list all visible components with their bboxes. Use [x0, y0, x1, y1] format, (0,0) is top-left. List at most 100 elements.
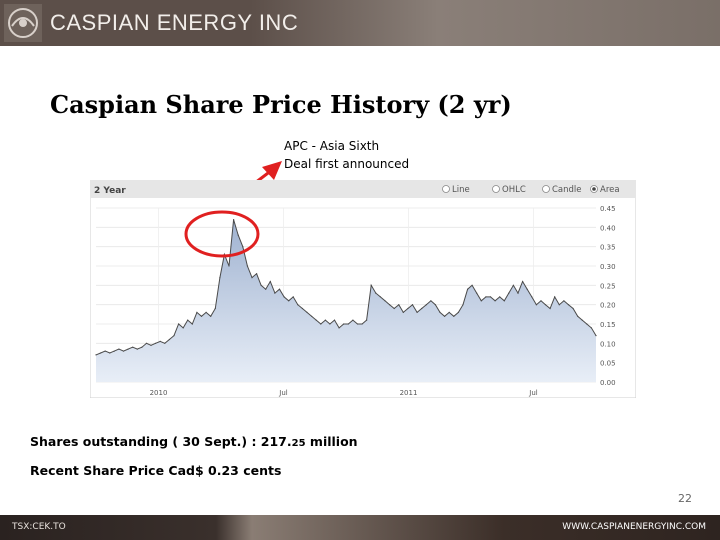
price-point	[113, 350, 115, 352]
slide-title: Caspian Share Price History (2 yr)	[50, 90, 512, 119]
x-tick-label: Jul	[278, 389, 288, 397]
price-line	[95, 219, 597, 356]
shares-outstanding-unit: million	[305, 434, 358, 449]
price-point	[265, 288, 267, 290]
footer-bar	[0, 515, 720, 540]
x-tick-label: Jul	[528, 389, 538, 397]
mode-radio-ohlc[interactable]	[492, 185, 500, 193]
mode-label-area: Area	[600, 185, 620, 195]
price-point	[590, 327, 592, 329]
price-point	[586, 323, 588, 325]
price-point	[549, 307, 551, 310]
price-point	[577, 315, 579, 317]
price-point	[237, 234, 239, 236]
price-point	[512, 284, 514, 286]
price-point	[228, 265, 230, 267]
mode-radio-candle[interactable]	[542, 185, 550, 193]
price-point	[145, 342, 148, 344]
footer-website: WWW.CASPIANENERGYINC.COM	[562, 522, 706, 532]
price-point	[476, 292, 478, 294]
price-point	[411, 304, 414, 306]
y-tick-label: 0.30	[600, 263, 616, 271]
price-point	[219, 277, 221, 279]
price-point	[292, 296, 294, 298]
price-point	[384, 300, 386, 302]
price-point	[581, 319, 583, 321]
price-point	[471, 284, 473, 286]
header-bar: CASPIAN ENERGY INC	[0, 0, 720, 46]
price-point	[324, 319, 326, 321]
price-point	[283, 296, 285, 298]
price-point	[517, 292, 519, 294]
price-point	[439, 311, 441, 313]
mode-radio-line[interactable]	[442, 185, 450, 193]
price-point	[558, 304, 560, 306]
price-area	[96, 219, 596, 382]
shares-outstanding-decimal: 25	[291, 438, 306, 449]
mode-label-ohlc: OHLC	[502, 185, 526, 195]
price-point	[109, 352, 111, 354]
price-point	[366, 319, 368, 321]
price-point	[595, 335, 597, 337]
price-point	[508, 292, 510, 294]
price-point	[531, 296, 533, 298]
price-point	[95, 354, 97, 356]
price-point	[347, 323, 349, 325]
chart-period-label: 2 Year	[94, 186, 126, 196]
price-point	[407, 307, 409, 310]
y-tick-label: 0.20	[600, 302, 616, 310]
price-point	[141, 346, 143, 348]
price-point	[462, 304, 464, 306]
callout-line1: APC - Asia Sixth	[284, 139, 380, 153]
price-point	[494, 300, 496, 302]
price-chart: 2 Year Line OHLC Candle Area 0.00 0.05 0.10 0.…	[89, 179, 637, 399]
price-point	[200, 315, 203, 317]
y-tick-label: 0.15	[600, 321, 616, 329]
callout-line2: Deal first announced	[284, 157, 410, 171]
price-point	[210, 315, 212, 317]
mode-label-line: Line	[452, 185, 470, 195]
company-logo-icon	[4, 4, 42, 42]
price-point	[379, 296, 381, 298]
footer-ticker: TSX:CEK.TO	[12, 522, 66, 532]
price-point	[393, 307, 395, 310]
x-tick-label: 2011	[400, 389, 418, 397]
price-point	[150, 344, 152, 346]
price-point	[421, 307, 423, 310]
price-point	[343, 323, 345, 325]
price-point	[398, 304, 400, 306]
price-point	[246, 265, 248, 267]
price-point	[329, 323, 331, 325]
price-point	[402, 311, 404, 313]
price-point	[178, 323, 180, 325]
price-point	[187, 319, 189, 321]
price-point	[306, 311, 308, 313]
price-point	[297, 304, 299, 306]
y-tick-label: 0.45	[600, 205, 616, 213]
price-point	[260, 284, 262, 286]
price-point	[416, 311, 418, 313]
y-tick-label: 0.25	[600, 282, 616, 290]
shares-outstanding-label: Shares outstanding ( 30 Sept.) : 217.	[30, 434, 292, 449]
price-point	[375, 292, 377, 294]
price-point	[457, 311, 459, 313]
price-point	[338, 327, 340, 329]
price-point	[278, 288, 281, 290]
price-point	[269, 280, 271, 283]
price-point	[182, 327, 184, 329]
mode-radio-selected-dot	[592, 187, 596, 191]
price-point	[444, 315, 446, 317]
price-point	[485, 296, 487, 298]
price-point	[320, 323, 322, 325]
price-point	[572, 307, 574, 310]
price-point	[274, 292, 276, 294]
price-point	[480, 300, 482, 302]
price-point	[499, 296, 501, 298]
price-point	[489, 296, 492, 298]
mode-label-candle: Candle	[552, 185, 582, 195]
y-tick-label: 0.00	[600, 379, 616, 387]
price-point	[104, 350, 106, 352]
price-point	[301, 307, 303, 310]
price-point	[563, 300, 565, 302]
price-point	[567, 304, 570, 306]
